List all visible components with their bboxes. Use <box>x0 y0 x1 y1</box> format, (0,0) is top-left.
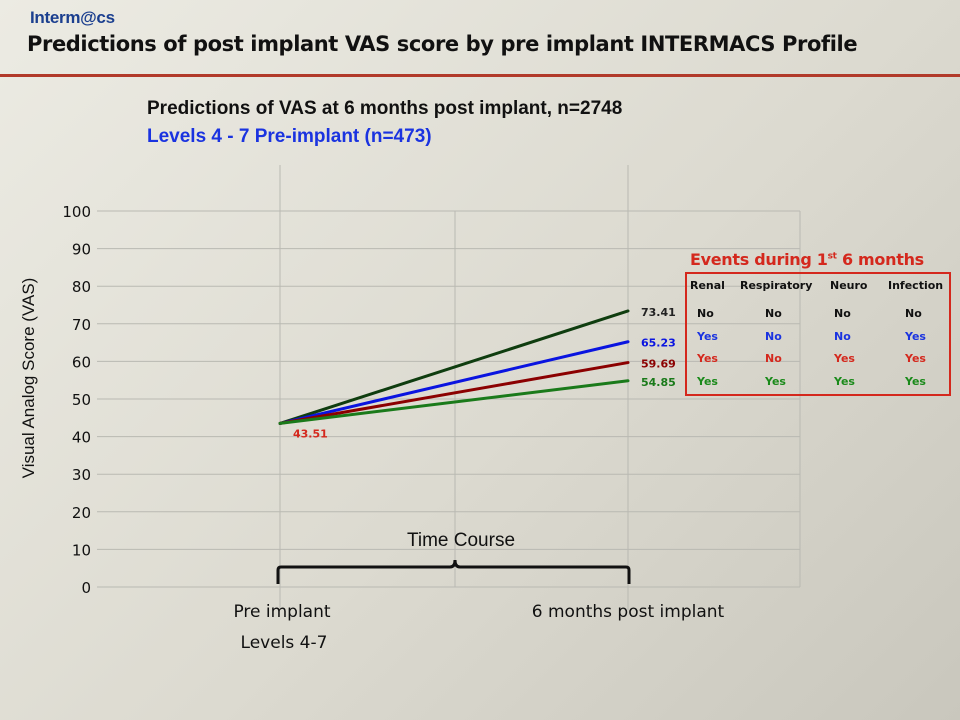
events-title-tail: 6 months <box>836 250 924 269</box>
events-title-text: Events during 1 <box>690 250 828 269</box>
y-tick-label-60: 60 <box>72 353 91 371</box>
x-category-label-1: 6 months post implant <box>532 602 725 622</box>
events-col-respiratory: Respiratory <box>740 279 813 292</box>
end-value-label-0: 73.41 <box>641 306 676 319</box>
series-line-1 <box>278 340 630 425</box>
events-cell-r3-c2: Yes <box>834 375 855 388</box>
events-cell-r3-c0: Yes <box>697 375 718 388</box>
events-cell-r2-c3: Yes <box>905 352 926 365</box>
time-course-bracket <box>276 559 631 584</box>
events-cell-r1-c2: No <box>834 330 851 343</box>
events-cell-r2-c0: Yes <box>697 352 718 365</box>
events-cell-r2-c1: No <box>765 352 782 365</box>
slide-title: Predictions of post implant VAS score by… <box>27 32 858 56</box>
events-cell-r1-c3: Yes <box>905 330 926 343</box>
time-course-label: Time Course <box>407 530 515 551</box>
y-tick-label-20: 20 <box>72 504 91 522</box>
y-axis-label: Visual Analog Score (VAS) <box>19 278 38 479</box>
series-line-0 <box>278 309 630 425</box>
y-tick-label-40: 40 <box>72 429 91 447</box>
gridlines <box>97 165 801 610</box>
x-axis: Pre implant 6 months post implant Levels 4… <box>233 530 724 653</box>
series-lines <box>278 309 630 425</box>
events-col-infection: Infection <box>888 279 944 292</box>
y-tick-label-30: 30 <box>72 466 91 484</box>
events-cell-r3-c1: Yes <box>765 375 786 388</box>
y-tick-label-100: 100 <box>62 203 91 221</box>
y-tick-label-90: 90 <box>72 241 91 259</box>
y-tick-label-10: 10 <box>72 541 91 559</box>
chart-subtitle: Levels 4 - 7 Pre-implant (n=473) <box>147 126 432 147</box>
start-value-label: 43.51 <box>293 427 328 440</box>
events-table-box <box>685 272 951 396</box>
events-cell-r1-c1: No <box>765 330 782 343</box>
series-line-2 <box>278 361 630 425</box>
events-col-renal: Renal <box>690 279 725 292</box>
series-line-3 <box>278 379 630 425</box>
intermacs-logo: Interm@cs <box>30 8 115 27</box>
y-tick-labels: 0 10 20 30 40 50 60 70 80 90 100 Visual Analog Scor… <box>19 203 91 597</box>
x-category-label-0: Pre implant <box>233 602 330 622</box>
end-value-label-3: 54.85 <box>641 376 676 389</box>
end-value-label-1: 65.23 <box>641 337 676 350</box>
title-divider <box>0 74 960 77</box>
y-tick-label-0: 0 <box>81 579 91 597</box>
end-value-label-2: 59.69 <box>641 358 676 371</box>
events-cell-r0-c3: No <box>905 307 922 320</box>
y-tick-label-80: 80 <box>72 278 91 296</box>
y-tick-label-70: 70 <box>72 316 91 334</box>
x-category-sublabel: Levels 4-7 <box>241 633 328 653</box>
chart-title: Predictions of VAS at 6 months post impl… <box>147 98 623 119</box>
events-col-neuro: Neuro <box>830 279 868 292</box>
events-cell-r0-c2: No <box>834 307 851 320</box>
events-title: Events during 1st 6 months <box>690 250 924 269</box>
data-labels: 73.41 65.23 59.69 54.85 43.51 <box>293 306 676 440</box>
events-cell-r1-c0: Yes <box>697 330 718 343</box>
y-tick-label-50: 50 <box>72 391 91 409</box>
events-cell-r0-c0: No <box>697 307 714 320</box>
events-cell-r0-c1: No <box>765 307 782 320</box>
events-title-sup: st <box>827 251 837 262</box>
events-cell-r3-c3: Yes <box>905 375 926 388</box>
events-cell-r2-c2: Yes <box>834 352 855 365</box>
